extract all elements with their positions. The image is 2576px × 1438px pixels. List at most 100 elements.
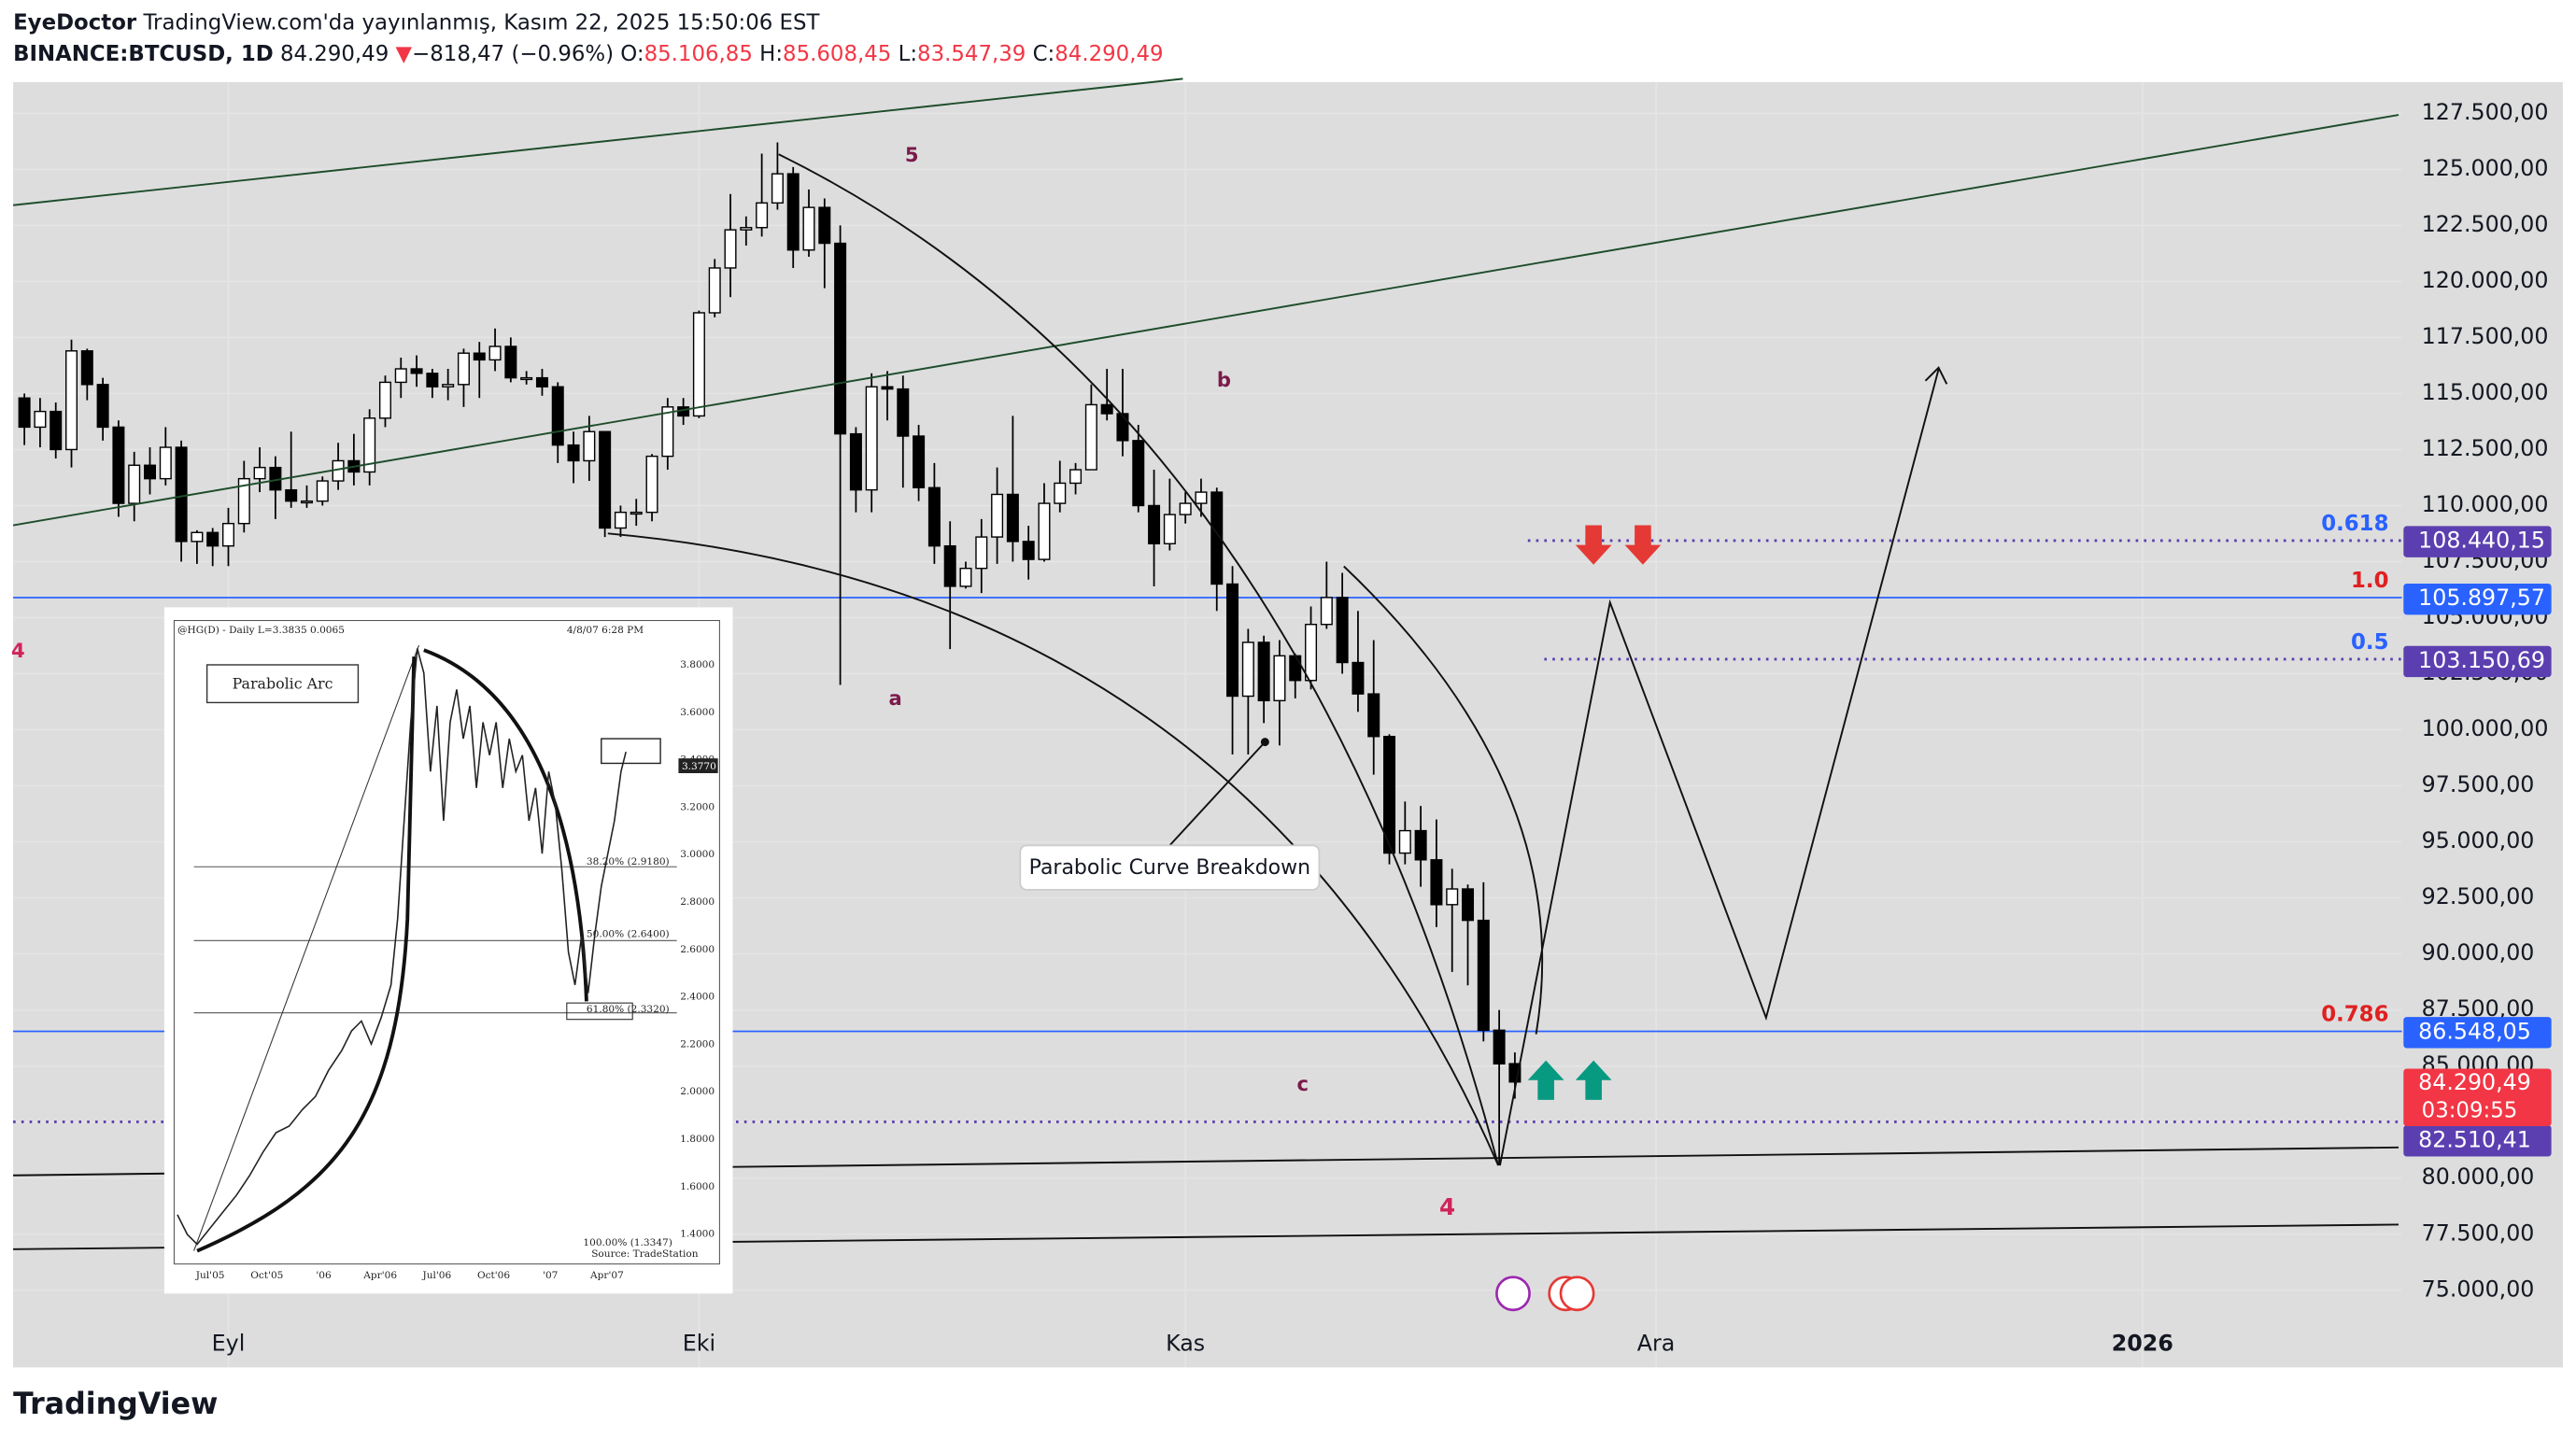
- y-tick-label: 127.500,00: [2422, 99, 2549, 125]
- x-tick-label: Kas: [1166, 1330, 1205, 1356]
- candle-body: [1132, 440, 1145, 507]
- candle-body: [1352, 661, 1365, 695]
- c-value: 84.290,49: [1054, 42, 1163, 66]
- arc-curve: [778, 153, 1500, 1166]
- inset-last-box: [678, 758, 718, 774]
- y-tick-label: 122.500,00: [2422, 211, 2549, 237]
- candle-body: [1493, 1029, 1506, 1064]
- y-tick-label: 117.500,00: [2422, 323, 2549, 349]
- candle-body: [112, 426, 125, 504]
- candle-body: [253, 466, 266, 480]
- price-label: 86.548,05: [2418, 1018, 2531, 1044]
- candle-body: [567, 444, 580, 462]
- candle-body: [159, 446, 172, 480]
- x-tick-label: Ara: [1637, 1330, 1676, 1356]
- inset-target-box: [601, 738, 661, 765]
- y-tick-label: 115.000,00: [2422, 379, 2549, 405]
- candle-body: [645, 455, 658, 514]
- inset-fib: 61.80% (2.3320): [587, 1004, 670, 1015]
- event-icon[interactable]: [1559, 1276, 1595, 1312]
- fib-label: 1.0: [2351, 569, 2388, 593]
- inset-y-label: 1.6000: [680, 1181, 715, 1192]
- inset-y-label: 3.0000: [680, 849, 715, 860]
- candle-body: [583, 430, 596, 462]
- candle-body: [1241, 641, 1254, 698]
- y-tick-label: 95.000,00: [2422, 827, 2535, 853]
- x-tick-label: Eki: [683, 1330, 715, 1356]
- inset-x-label: Oct'05: [250, 1270, 283, 1281]
- candle-body: [802, 206, 815, 251]
- candle-body: [378, 381, 391, 419]
- inset-arc: [423, 648, 588, 1002]
- candle-body: [316, 480, 329, 502]
- candle-body: [1195, 491, 1208, 504]
- wave-label: a: [888, 686, 901, 710]
- candle-body: [442, 384, 455, 388]
- price-label: 105.897,57: [2418, 585, 2545, 611]
- inset-x-axis: Jul'05 Oct'05 '06 Apr'06 Jul'06 Oct'06 '07 Apr'…: [195, 1270, 624, 1281]
- candle-body: [128, 464, 141, 504]
- candle-body: [771, 173, 784, 204]
- price: 84.290,49: [280, 42, 389, 66]
- last-price: 84.290,49: [2418, 1069, 2531, 1095]
- inset-fib: 100.00% (1.3347): [583, 1237, 672, 1248]
- candle-body: [1367, 693, 1380, 738]
- inset-frame: [163, 607, 733, 1294]
- candle-body: [473, 352, 486, 361]
- inset-y-label: 2.0000: [680, 1086, 715, 1097]
- footer-logo: TradingView: [13, 1388, 218, 1421]
- y-tick-label: 120.000,00: [2422, 267, 2549, 293]
- y-tick-label: 112.500,00: [2422, 435, 2549, 461]
- candle-body: [1226, 583, 1239, 698]
- candle-body: [300, 500, 313, 504]
- candle-body: [1446, 888, 1459, 906]
- candle-body: [504, 345, 517, 379]
- inset-y-label: 2.8000: [680, 896, 715, 908]
- candle-body: [786, 173, 800, 251]
- candle-body: [943, 544, 956, 587]
- candle-body: [834, 242, 847, 435]
- candle-body: [143, 464, 157, 480]
- inset-y-label: 1.8000: [680, 1134, 715, 1145]
- candle-body: [1006, 493, 1019, 543]
- candle-body: [1069, 469, 1083, 485]
- price-label-box: [2403, 583, 2552, 615]
- candle-body: [237, 477, 250, 525]
- inset-y-label: 2.6000: [680, 944, 715, 955]
- inset-x-label: Apr'07: [589, 1270, 624, 1281]
- candle-body: [50, 410, 63, 451]
- callout-text: Parabolic Curve Breakdown: [1029, 856, 1310, 880]
- price-label-box: [2403, 526, 2552, 557]
- x-tick-label: 2026: [2112, 1330, 2173, 1356]
- event-icon[interactable]: [1495, 1276, 1531, 1312]
- candle-body: [1289, 655, 1302, 682]
- candle-body: [221, 522, 234, 547]
- sell-arrow: [1575, 525, 1612, 565]
- candle-body: [708, 267, 721, 314]
- header-line2: BINANCE:BTCUSD, 1D 84.290,49 ▼−818,47 (−…: [13, 42, 1164, 66]
- candle-body: [1383, 736, 1396, 854]
- candle-body: [724, 229, 737, 269]
- candle-body: [1084, 403, 1097, 471]
- candle-body: [1477, 919, 1490, 1031]
- inset-fib: 50.00% (2.6400): [587, 928, 670, 939]
- o-label: O:: [620, 42, 644, 66]
- candle-body: [1038, 502, 1051, 560]
- candle-body: [488, 345, 502, 361]
- candle-body: [1398, 829, 1411, 854]
- candle-body: [18, 397, 31, 429]
- candle-body: [1116, 413, 1129, 442]
- price-label: 108.440,15: [2418, 528, 2545, 554]
- inset-y-label: 3.6000: [680, 707, 715, 718]
- candle-body: [394, 368, 407, 384]
- candle-body: [1273, 655, 1286, 702]
- price-axis: 75.000,0077.500,0080.000,0082.500,0085.0…: [2321, 99, 2552, 1302]
- inset-y-label: 3.4000: [680, 754, 715, 766]
- candle-body: [1257, 641, 1270, 702]
- y-tick-label: 110.000,00: [2422, 491, 2549, 517]
- candle-body: [975, 536, 988, 570]
- h-value: 85.608,45: [783, 42, 891, 66]
- projection-arrowhead: [1924, 366, 1948, 385]
